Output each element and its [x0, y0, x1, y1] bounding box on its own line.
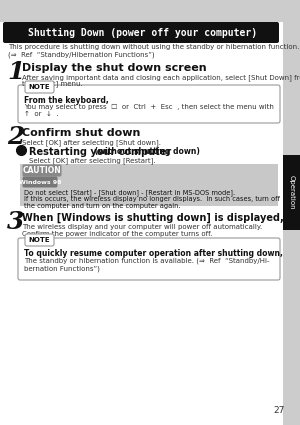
Text: Select [OK] after selecting [Restart].: Select [OK] after selecting [Restart].: [29, 157, 156, 164]
FancyBboxPatch shape: [25, 234, 54, 246]
Text: Confirm the power indicator of the computer turns off.: Confirm the power indicator of the compu…: [22, 231, 212, 237]
FancyBboxPatch shape: [22, 176, 58, 187]
Text: Confirm shut down: Confirm shut down: [22, 128, 140, 138]
Text: To quickly resume computer operation after shutting down,: To quickly resume computer operation aft…: [24, 249, 283, 258]
Text: After saving important data and closing each application, select [Shut Down] fro: After saving important data and closing …: [22, 74, 300, 81]
Text: 3: 3: [7, 210, 24, 234]
Text: 27: 27: [274, 406, 285, 415]
Text: NOTE: NOTE: [29, 84, 50, 90]
Text: You may select to press  ☐  or  Ctrl  +  Esc  , then select the menu with: You may select to press ☐ or Ctrl + Esc …: [24, 104, 274, 110]
Text: If this occurs, the wireless display no longer displays.  In such cases, turn of: If this occurs, the wireless display no …: [24, 196, 280, 202]
FancyBboxPatch shape: [25, 81, 54, 93]
Text: From the keyboard,: From the keyboard,: [24, 96, 109, 105]
Text: Shutting Down (power off your computer): Shutting Down (power off your computer): [28, 28, 258, 37]
FancyBboxPatch shape: [18, 85, 280, 123]
Text: Display the shut down screen: Display the shut down screen: [22, 63, 207, 73]
Text: (without shutting down): (without shutting down): [92, 147, 200, 156]
Text: Restarting your computer: Restarting your computer: [29, 147, 171, 157]
FancyBboxPatch shape: [0, 22, 283, 425]
Text: NOTE: NOTE: [29, 237, 50, 243]
FancyBboxPatch shape: [3, 22, 279, 43]
Text: Do not select [Start] - [Shut down] - [Restart in MS-DOS mode].: Do not select [Start] - [Shut down] - [R…: [24, 189, 235, 196]
Text: The standby or hibernation function is available. (⇒  Ref  “Standby/Hi-: The standby or hibernation function is a…: [24, 258, 269, 264]
Text: CAUTION: CAUTION: [22, 166, 62, 175]
Text: bernation Functions”): bernation Functions”): [24, 265, 100, 272]
FancyBboxPatch shape: [18, 238, 280, 280]
Text: When [Windows is shutting down] is displayed, select [OK]: When [Windows is shutting down] is displ…: [22, 213, 300, 223]
Text: the [Start] menu.: the [Start] menu.: [22, 80, 83, 87]
Text: Operation: Operation: [289, 175, 295, 210]
Text: 1: 1: [7, 60, 24, 84]
Text: This procedure is shutting down without using the standby or hibernation functio: This procedure is shutting down without …: [8, 44, 299, 50]
Text: (⇒  Ref  “Standby/Hibernation Functions”): (⇒ Ref “Standby/Hibernation Functions”): [8, 51, 154, 57]
FancyBboxPatch shape: [22, 164, 62, 176]
Text: ↑  or  ↓  .: ↑ or ↓ .: [24, 111, 58, 117]
FancyBboxPatch shape: [283, 155, 300, 230]
Text: 2: 2: [7, 125, 24, 149]
Text: Select [OK] after selecting [Shut down].: Select [OK] after selecting [Shut down].: [22, 139, 161, 146]
Text: The wireless display and your computer will power off automatically.: The wireless display and your computer w…: [22, 224, 262, 230]
FancyBboxPatch shape: [20, 164, 278, 206]
Text: the computer and turn on the computer again.: the computer and turn on the computer ag…: [24, 203, 181, 209]
Text: Windows 98: Windows 98: [19, 179, 61, 184]
